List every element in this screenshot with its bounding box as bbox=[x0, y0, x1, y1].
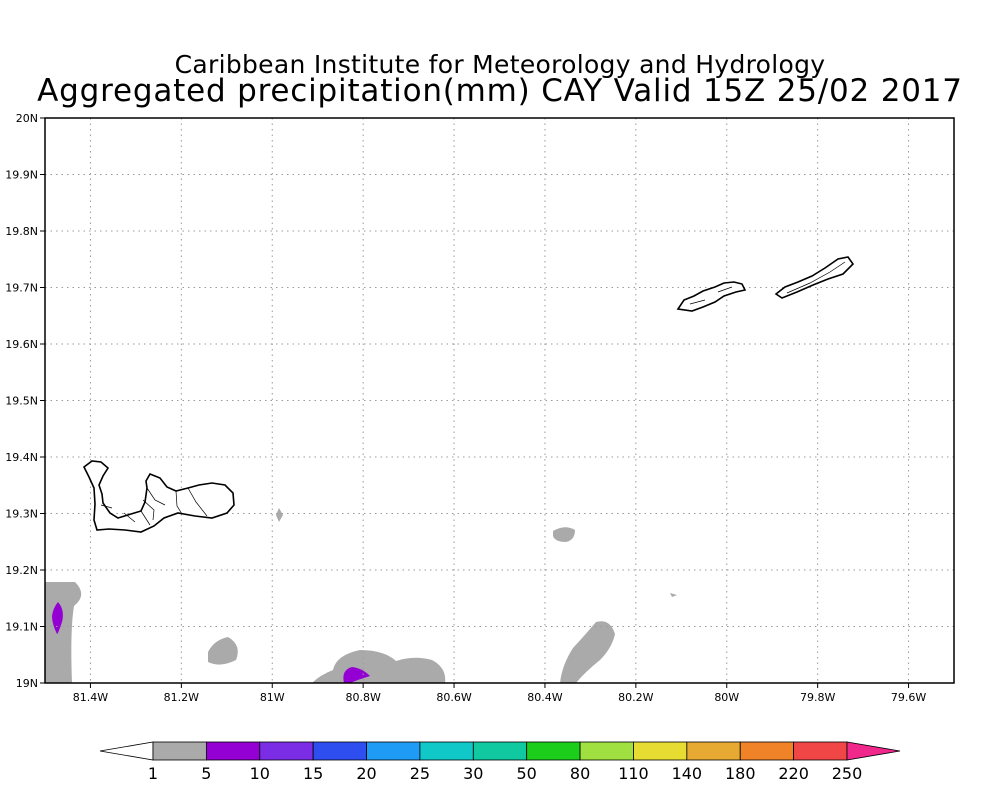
lat-tick-label: 19.6N bbox=[5, 338, 38, 351]
colorbar-swatch bbox=[633, 741, 688, 761]
precipitation-layer bbox=[45, 508, 677, 683]
colorbar-swatch bbox=[579, 741, 634, 761]
precip-area-80.3w bbox=[560, 621, 615, 683]
colorbar-swatch bbox=[472, 741, 528, 761]
lon-tick-label: 81.4W bbox=[73, 691, 108, 704]
grand-cayman-interior bbox=[100, 487, 208, 526]
longitude-labels: 81.4W 81.2W 81W 80.8W 80.6W 80.4W 80.2W 80W 79.8… bbox=[73, 683, 926, 704]
lat-tick-label: 19.4N bbox=[5, 451, 38, 464]
lat-tick-label: 19.1N bbox=[5, 621, 38, 634]
map-subtitle: Aggregated precipitation(mm) CAY Valid 1… bbox=[37, 73, 963, 109]
colorbar-swatch bbox=[419, 741, 474, 761]
colorbar-swatch bbox=[312, 741, 367, 761]
lat-tick-label: 19.2N bbox=[5, 564, 38, 577]
lat-lon-grid bbox=[45, 118, 954, 683]
lon-tick-label: 79.6W bbox=[891, 691, 926, 704]
precip-area-81.1w bbox=[208, 637, 238, 665]
lat-tick-label: 19.9N bbox=[5, 169, 38, 182]
colorbar-label: 110 bbox=[618, 764, 649, 783]
lon-tick-label: 80.6W bbox=[436, 691, 471, 704]
colorbar-swatch bbox=[526, 741, 581, 761]
cayman-brac-outline bbox=[774, 256, 855, 299]
lon-tick-label: 80.4W bbox=[527, 691, 562, 704]
precip-core-80.8w bbox=[343, 667, 370, 683]
map-title: Caribbean Institute for Meteorology and … bbox=[174, 50, 826, 79]
precipitation-colorbar: 1 5 10 15 20 25 30 50 80 110 140 180 220 250 bbox=[99, 741, 901, 783]
colorbar-label: 140 bbox=[672, 764, 703, 783]
colorbar-swatch bbox=[205, 741, 261, 761]
precip-core-west bbox=[52, 602, 63, 634]
precip-area-west bbox=[45, 582, 82, 683]
lon-tick-label: 80W bbox=[714, 691, 739, 704]
precip-area-80.98w bbox=[276, 508, 283, 522]
colorbar-label: 25 bbox=[410, 764, 430, 783]
colorbar-swatch bbox=[259, 741, 314, 761]
latitude-labels: 20N 19.9N 19.8N 19.7N 19.6N 19.5N 19.4N 19.3N 19… bbox=[5, 112, 45, 690]
lat-tick-label: 19N bbox=[16, 677, 38, 690]
lat-tick-label: 20N bbox=[16, 112, 38, 125]
lon-tick-label: 81W bbox=[260, 691, 285, 704]
little-cayman-interior bbox=[689, 286, 733, 305]
colorbar-min-arrow bbox=[99, 741, 154, 761]
islands bbox=[82, 256, 855, 533]
lat-tick-label: 19.5N bbox=[5, 395, 38, 408]
colorbar-swatch bbox=[686, 741, 741, 761]
precip-area-80.35w bbox=[553, 527, 575, 542]
lon-tick-label: 81.2W bbox=[164, 691, 199, 704]
lon-tick-label: 80.2W bbox=[618, 691, 653, 704]
colorbar-swatch bbox=[152, 741, 207, 761]
colorbar-label: 5 bbox=[201, 764, 211, 783]
colorbar-label: 20 bbox=[356, 764, 376, 783]
grand-cayman-outline bbox=[82, 460, 235, 533]
colorbar-label: 30 bbox=[463, 764, 483, 783]
precip-area-80.12w bbox=[670, 593, 677, 597]
colorbar-label: 220 bbox=[778, 764, 809, 783]
colorbar-label: 50 bbox=[517, 764, 537, 783]
colorbar-swatch bbox=[793, 741, 848, 761]
colorbar-swatch bbox=[739, 741, 795, 761]
map-frame bbox=[44, 117, 955, 684]
colorbar-swatch bbox=[366, 741, 421, 761]
colorbar-label: 15 bbox=[303, 764, 323, 783]
colorbar-label: 80 bbox=[570, 764, 590, 783]
colorbar-label: 10 bbox=[250, 764, 270, 783]
colorbar-max-arrow bbox=[846, 741, 901, 761]
little-cayman-outline bbox=[676, 281, 747, 312]
lon-tick-label: 80.8W bbox=[345, 691, 380, 704]
lon-tick-label: 79.8W bbox=[800, 691, 835, 704]
lat-tick-label: 19.8N bbox=[5, 225, 38, 238]
lat-tick-label: 19.3N bbox=[5, 508, 38, 521]
colorbar-label: 1 bbox=[148, 764, 158, 783]
cayman-brac-interior bbox=[786, 261, 846, 294]
colorbar-label: 250 bbox=[832, 764, 863, 783]
precip-area-80.7w bbox=[312, 650, 446, 683]
colorbar-label: 180 bbox=[725, 764, 756, 783]
lat-tick-label: 19.7N bbox=[5, 282, 38, 295]
